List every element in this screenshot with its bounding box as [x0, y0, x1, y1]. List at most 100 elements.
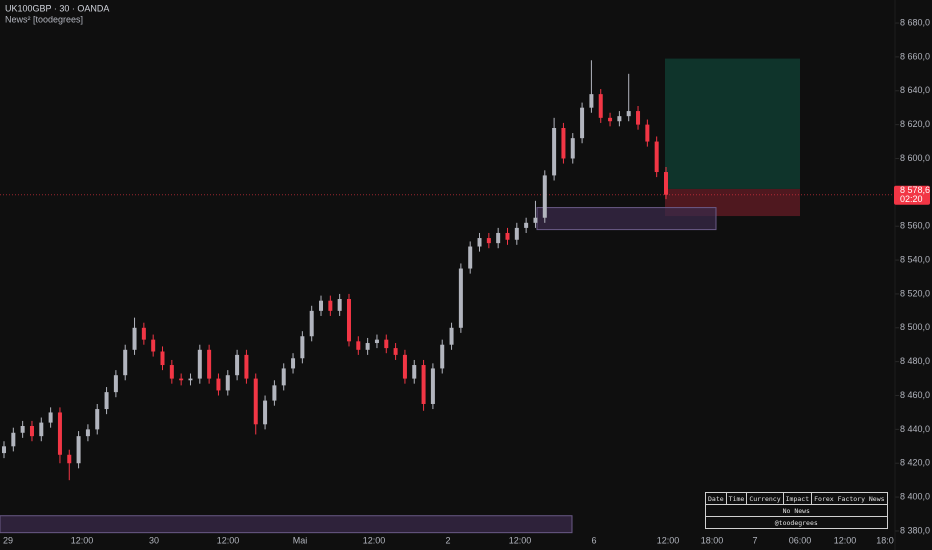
y-tick-label: 8 600,0 [900, 153, 930, 163]
candle-body [207, 349, 212, 379]
candle-body [151, 339, 156, 352]
candle-body [309, 310, 314, 337]
news-row: No News [705, 504, 888, 517]
candle-body [533, 217, 538, 223]
candle-body [319, 300, 324, 311]
candle-body [95, 409, 100, 430]
x-tick-label: 18:0 [876, 535, 894, 545]
candle-body [272, 385, 277, 401]
candle-body [430, 368, 435, 404]
candle-body [365, 343, 370, 350]
candle-body [636, 111, 641, 125]
y-tick-label: 8 660,0 [900, 51, 930, 61]
candle-body [468, 246, 473, 269]
y-tick-label: 8 620,0 [900, 119, 930, 129]
candle-body [561, 128, 566, 159]
y-tick-label: 8 420,0 [900, 458, 930, 468]
y-tick-label: 8 480,0 [900, 356, 930, 366]
candle-body [48, 412, 53, 423]
candle-body [169, 365, 174, 379]
chart-title: UK100GBP · 30 · OANDA [5, 3, 109, 13]
indicator-name: News² [toodegrees] [5, 14, 83, 24]
x-tick-label: 7 [752, 535, 757, 545]
candle-body [216, 378, 221, 391]
candle-body [542, 175, 547, 218]
candle-body [85, 429, 90, 437]
candle-body [281, 368, 286, 386]
candle-body [598, 94, 603, 118]
candle-body [374, 339, 379, 344]
x-tick-label: Mai [293, 535, 308, 545]
candle-body [654, 141, 659, 173]
candle-body [356, 341, 361, 350]
candle-body [291, 358, 296, 369]
y-tick-label: 8 520,0 [900, 288, 930, 298]
x-tick-label: 12:00 [71, 535, 94, 545]
zone [665, 58, 800, 189]
candle-body [496, 232, 501, 244]
candle-body [402, 354, 407, 379]
candle-body [393, 348, 398, 355]
candle-body [552, 128, 557, 176]
candle-body [2, 446, 6, 454]
candle-body [477, 238, 482, 247]
news-cell: @toodegrees [705, 516, 888, 529]
news-row: @toodegrees [705, 516, 888, 529]
candle-body [76, 436, 81, 464]
news-cell: No News [705, 504, 888, 517]
candle-body [458, 268, 463, 328]
candle-body [570, 138, 575, 159]
header-cell: Time [725, 492, 748, 505]
candle-body [29, 425, 34, 437]
y-tick-label: 8 680,0 [900, 17, 930, 27]
x-tick-label: 12:00 [834, 535, 857, 545]
candle-body [412, 365, 417, 379]
y-tick-label: 8 400,0 [900, 491, 930, 501]
news-table: Date Time Currency Impact Forex Factory … [705, 492, 888, 529]
candle-body [57, 412, 62, 455]
candle-body [11, 432, 16, 447]
candle-body [617, 116, 622, 122]
x-tick-label: 2 [445, 535, 450, 545]
x-tick-label: 12:00 [363, 535, 386, 545]
candle-body [337, 299, 342, 311]
candle-body [253, 378, 258, 425]
header-cell: Impact [782, 492, 813, 505]
header-cell: Currency [746, 492, 784, 505]
header-cell: Date [705, 492, 727, 505]
candle-body [524, 222, 529, 228]
countdown-label: 02:20 [900, 194, 923, 204]
candle-body [664, 172, 668, 195]
x-tick-label: 12:00 [509, 535, 532, 545]
x-tick-label: 6 [591, 535, 596, 545]
candle-body [20, 425, 25, 433]
header-cell: Forex Factory News [811, 492, 888, 505]
candle-body [449, 327, 454, 345]
candle-body [225, 375, 230, 391]
candle-body [67, 454, 72, 464]
x-tick-label: 29 [3, 535, 13, 545]
candle-body [160, 351, 165, 366]
y-tick-label: 8 440,0 [900, 424, 930, 434]
candle-body [328, 300, 333, 311]
x-tick-label: 06:00 [789, 535, 812, 545]
candle-body [589, 94, 594, 108]
zone [536, 207, 717, 231]
last-price-label: 8 578,6 [900, 185, 930, 195]
candle-body [514, 227, 519, 240]
candle-body [505, 232, 510, 240]
y-tick-label: 8 640,0 [900, 85, 930, 95]
candle-body [346, 299, 351, 342]
x-tick-label: 12:00 [657, 535, 680, 545]
last-price-tag [894, 185, 930, 205]
y-tick-label: 8 460,0 [900, 390, 930, 400]
candle-body [179, 378, 184, 381]
candle-body [113, 375, 118, 393]
candle-body [626, 111, 631, 117]
candle-body [300, 336, 305, 359]
candle-body [132, 327, 137, 350]
candle-body [197, 349, 202, 379]
news-header: Date Time Currency Impact Forex Factory … [705, 492, 888, 505]
candle-body [244, 354, 249, 379]
